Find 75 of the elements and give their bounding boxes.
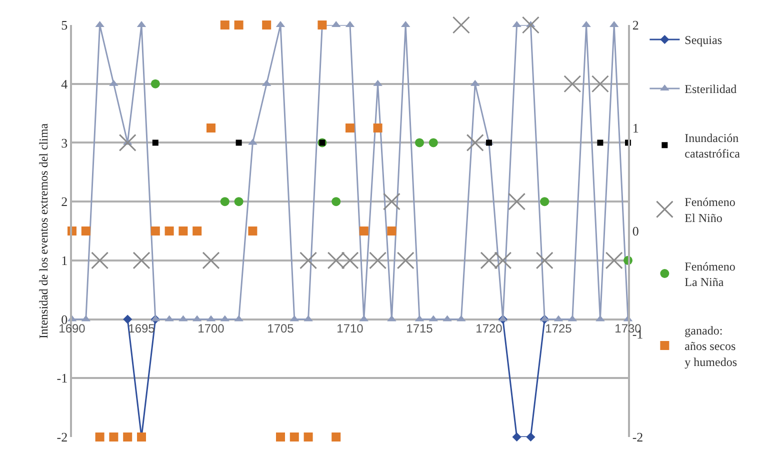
point: [332, 432, 341, 442]
y2-tick-label: 2: [632, 18, 639, 33]
y-tick-label: 2: [61, 194, 68, 210]
point: [123, 432, 132, 442]
point: [591, 75, 609, 93]
point: [123, 314, 132, 324]
point: [466, 134, 484, 152]
point: [346, 124, 354, 132]
x-tick-label: 1700: [198, 321, 225, 336]
point: [290, 432, 299, 442]
point: [526, 432, 536, 442]
point: [512, 432, 522, 442]
point: [220, 20, 230, 30]
point: [152, 140, 158, 146]
point: [536, 252, 554, 270]
point: [202, 252, 220, 270]
y-tick-label: 4: [61, 76, 68, 92]
legend-label: Esterilidad: [684, 82, 737, 96]
point: [150, 226, 160, 236]
legend-label: ganado: años secos y humedos: [684, 324, 738, 369]
point: [452, 16, 470, 34]
point: [597, 140, 604, 146]
point: [248, 226, 258, 236]
point: [95, 432, 104, 442]
x-tick-label: 1705: [267, 321, 294, 336]
legend-label: Fenómeno El Niño: [684, 195, 736, 225]
x-tick-label: 1725: [545, 321, 572, 336]
point: [605, 252, 623, 270]
y-axis-title: Intensidad de los eventos extremos del clima: [36, 122, 51, 339]
point: [192, 226, 202, 236]
point: [81, 226, 90, 236]
point: [276, 432, 285, 442]
point: [262, 20, 272, 30]
point: [387, 226, 396, 236]
point: [234, 197, 244, 206]
point: [164, 226, 174, 236]
point: [132, 252, 150, 270]
point: [318, 20, 327, 30]
x-tick-label: 1710: [336, 321, 364, 336]
y2-tick-label: 0: [632, 224, 639, 239]
legend-label: Fenómeno La Niña: [684, 259, 736, 289]
point: [540, 197, 550, 206]
point: [369, 252, 387, 270]
point: [415, 138, 424, 148]
point: [508, 192, 526, 210]
y-tick-label: 5: [61, 18, 68, 33]
y2-tick-label: -2: [632, 430, 644, 445]
legend-label: Inundación catastrófica: [684, 130, 741, 161]
legend-label: Sequias: [684, 33, 722, 48]
point: [359, 226, 368, 236]
point: [396, 252, 414, 270]
point: [300, 252, 318, 270]
point: [109, 432, 118, 442]
x-tick-label: 1720: [476, 321, 503, 336]
y-tick-label: -2: [56, 430, 68, 445]
point: [428, 138, 438, 148]
point: [150, 79, 160, 88]
point: [91, 252, 109, 270]
point: [304, 432, 313, 442]
y2-tick-label: 1: [632, 120, 639, 136]
point: [236, 140, 242, 146]
point: [220, 197, 230, 206]
point: [118, 134, 136, 152]
point: [373, 124, 382, 132]
y-tick-label: 1: [61, 252, 68, 268]
x-tick-label: 1715: [406, 321, 434, 336]
y-tick-label: 3: [61, 135, 68, 150]
point: [382, 192, 400, 210]
y-tick-label: -1: [56, 370, 68, 386]
point: [522, 16, 540, 34]
point: [332, 197, 341, 206]
point: [206, 124, 216, 132]
point: [234, 20, 244, 30]
point: [178, 226, 188, 236]
point: [564, 75, 582, 93]
